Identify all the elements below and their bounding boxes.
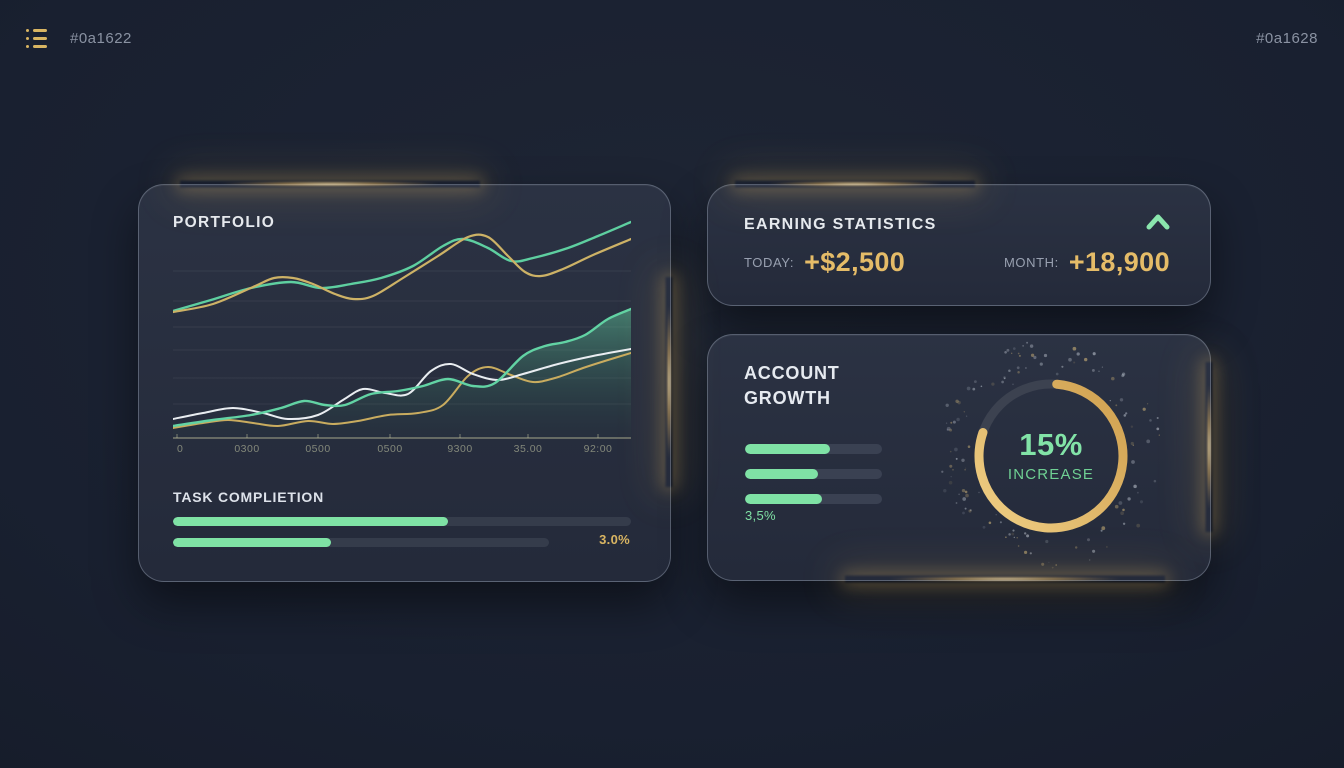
sparkle-dots [941, 341, 1160, 569]
today-value: +$2,500 [804, 247, 906, 277]
portfolio-chart: 0 0300 0500 0500 9300 35.00 92:00 [173, 220, 631, 455]
month-label: MONTH: [1003, 255, 1059, 270]
menu-row [26, 29, 48, 32]
task-progress-value: 3.0% [599, 532, 630, 547]
growth-progress-bar [745, 494, 882, 504]
account-growth-title-line2: GROWTH [744, 388, 831, 409]
task-progress-bar [173, 517, 631, 526]
earning-statistics-title: EARNING STATISTICS [744, 216, 937, 233]
growth-progress-value: 3,5% [745, 508, 776, 523]
menu-row [26, 45, 48, 48]
growth-progress-bar [745, 444, 882, 454]
earning-statistics-card: EARNING STATISTICS TODAY: +$2,500 MONTH:… [707, 184, 1211, 306]
portfolio-card: PORTFOLIO 0 0300 0500 0500 9300 35.00 92:00 TA… [138, 184, 671, 582]
header-right-id: #0a1628 [1256, 30, 1318, 47]
task-completion-title: TASK COMPLIETION [173, 489, 324, 505]
growth-bars [745, 444, 882, 519]
month-group: MONTH: +18,900 [1004, 247, 1170, 278]
svg-text:9300: 9300 [447, 443, 472, 455]
month-value: +18,900 [1068, 247, 1170, 277]
list-menu-icon[interactable] [26, 29, 48, 48]
svg-text:0500: 0500 [305, 443, 330, 455]
growth-gauge-ring [941, 341, 1160, 569]
header-left-id: #0a1622 [70, 30, 132, 47]
menu-row [26, 37, 48, 40]
chevron-up-icon[interactable] [1144, 211, 1172, 233]
growth-progress-bar [745, 469, 882, 479]
svg-text:35.00: 35.00 [514, 443, 543, 455]
svg-text:0500: 0500 [377, 443, 402, 455]
task-progress-bar [173, 538, 549, 547]
account-growth-card: ACCOUNT GROWTH 3,5% 15% INCRE [707, 334, 1211, 581]
growth-gauge: 15% INCREASE [921, 326, 1181, 586]
svg-text:0: 0 [177, 443, 183, 455]
svg-text:0300: 0300 [234, 443, 259, 455]
gauge-arc [974, 379, 1128, 533]
portfolio-title: PORTFOLIO [173, 214, 276, 231]
earning-stats-row: TODAY: +$2,500 MONTH: +18,900 [744, 247, 1170, 278]
today-label: TODAY: [744, 255, 795, 270]
account-growth-title-line1: ACCOUNT [744, 363, 840, 383]
account-growth-title: ACCOUNT GROWTH [744, 361, 840, 411]
svg-text:92:00: 92:00 [584, 443, 613, 455]
